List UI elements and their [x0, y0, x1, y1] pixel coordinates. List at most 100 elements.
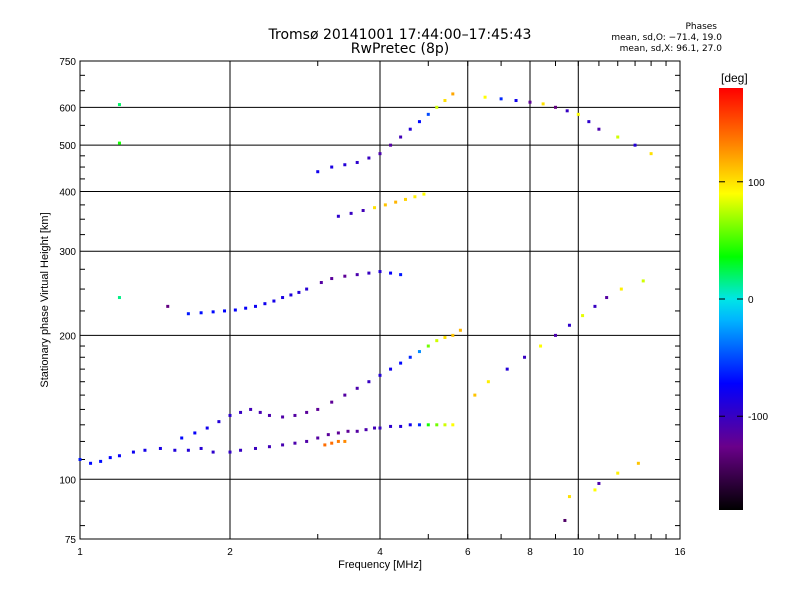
data-point [593, 304, 597, 308]
data-point [567, 495, 571, 499]
data-point [355, 273, 359, 277]
data-point [451, 333, 455, 337]
data-point [443, 423, 447, 427]
data-point [528, 100, 532, 104]
data-point [581, 314, 585, 318]
data-point [539, 344, 543, 348]
data-point [355, 386, 359, 390]
data-point [323, 443, 327, 447]
data-point [378, 426, 382, 430]
y-tick-label: 100 [59, 475, 76, 486]
data-point [514, 99, 518, 103]
data-point [166, 304, 170, 308]
colorbar-tick-label: 100 [748, 178, 765, 189]
data-point [281, 415, 285, 419]
data-point [211, 310, 215, 314]
data-point [297, 290, 301, 294]
grid-lines [80, 61, 680, 539]
data-point [367, 271, 371, 275]
data-point [99, 459, 103, 463]
x-tick-label: 8 [527, 547, 533, 558]
data-point [399, 135, 403, 139]
data-point [587, 120, 591, 124]
data-point [399, 361, 403, 365]
data-point [373, 426, 377, 430]
data-point [389, 143, 393, 147]
data-point [399, 273, 403, 277]
phases-stats-x: mean, sd,X: 96.1, 27.0 [619, 44, 722, 54]
data-point [422, 192, 426, 196]
data-point [249, 407, 253, 411]
data-point [426, 344, 430, 348]
y-tick-label: 600 [59, 103, 76, 114]
data-point [355, 160, 359, 164]
axis-tick-labels: 1 2 4 6 8 10 16 75 100 200 300 400 500 600 750 [59, 57, 686, 558]
data-point [89, 461, 93, 465]
data-point [399, 424, 403, 428]
data-point [367, 156, 371, 160]
colorbar-ticks: 100 0 -100 [719, 178, 768, 423]
chart-subtitle: RwPretec (8p) [350, 41, 450, 57]
x-tick-label: 2 [227, 547, 233, 558]
data-point [305, 287, 309, 291]
y-tick-label: 200 [59, 331, 76, 342]
data-point [272, 299, 276, 303]
data-points [78, 92, 653, 522]
data-point [403, 197, 407, 201]
y-tick-label: 500 [59, 141, 76, 152]
data-point [319, 281, 323, 285]
data-point [263, 302, 267, 306]
data-point [435, 105, 439, 109]
data-point [131, 450, 135, 454]
data-point [267, 445, 271, 449]
data-point [330, 165, 334, 169]
x-tick-label: 4 [377, 547, 383, 558]
data-point [435, 339, 439, 343]
phases-stats-heading: Phases [685, 22, 717, 32]
data-point [330, 277, 334, 281]
data-point [389, 424, 393, 428]
colorbar-label: [deg] [721, 71, 748, 85]
data-point [239, 410, 243, 414]
data-point [253, 446, 257, 450]
data-point [576, 112, 580, 116]
data-point [346, 429, 350, 433]
data-point [228, 413, 232, 417]
data-point [253, 304, 257, 308]
data-point [553, 105, 557, 109]
data-point [505, 367, 509, 371]
data-point [336, 439, 340, 443]
x-tick-label: 16 [674, 547, 686, 558]
data-point [336, 214, 340, 218]
data-point [417, 350, 421, 354]
x-tick-label: 1 [77, 547, 83, 558]
y-tick-label: 400 [59, 187, 76, 198]
data-point [158, 446, 162, 450]
data-point [364, 428, 368, 432]
data-point [180, 436, 184, 440]
data-point [326, 433, 330, 437]
data-point [186, 448, 190, 452]
data-point [211, 450, 215, 454]
data-point [217, 420, 221, 424]
data-point [258, 410, 262, 414]
y-tick-label: 300 [59, 247, 76, 258]
data-point [186, 312, 190, 316]
colorbar-tick-label: -100 [748, 412, 768, 423]
data-point [541, 102, 545, 106]
data-point [565, 109, 569, 113]
data-point [223, 309, 227, 313]
data-point [343, 439, 347, 443]
data-point [451, 92, 455, 96]
data-point [281, 296, 285, 300]
data-point [267, 413, 271, 417]
data-point [473, 393, 477, 397]
data-point [408, 127, 412, 131]
data-point [483, 95, 487, 99]
data-point [619, 287, 623, 291]
data-point [394, 200, 398, 204]
data-point [117, 103, 121, 107]
data-point [435, 423, 439, 427]
data-point [451, 423, 455, 427]
